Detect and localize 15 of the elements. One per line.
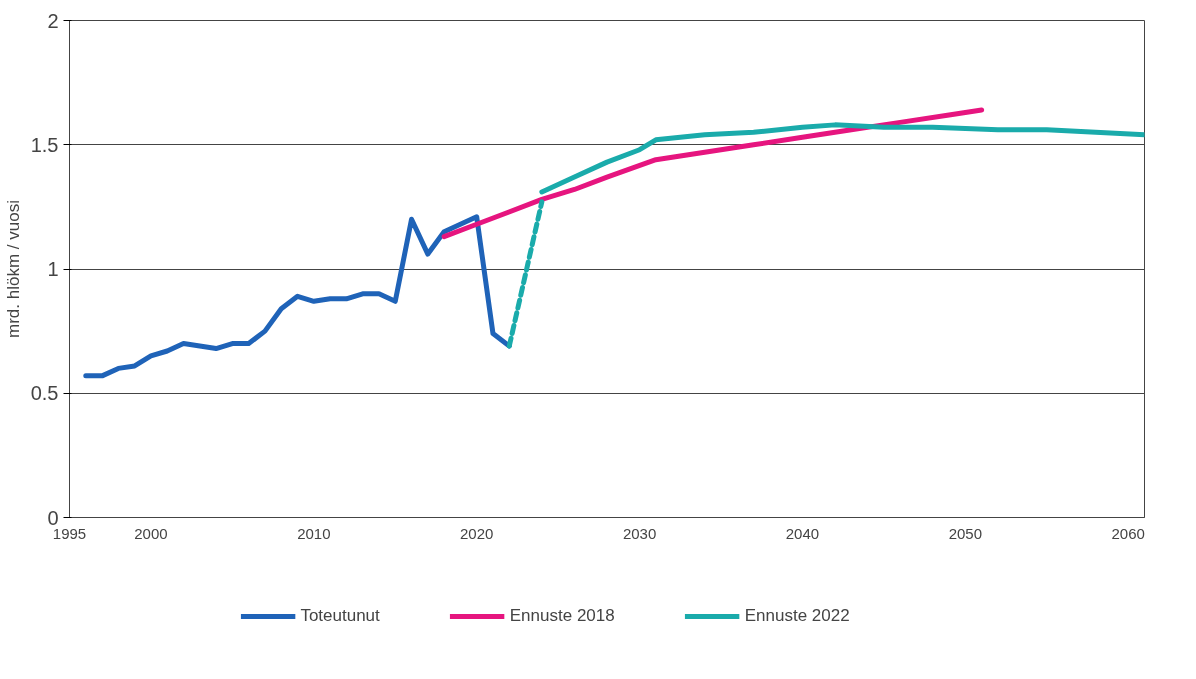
y-tick-label: 0.5 <box>30 382 59 405</box>
x-tick-label: 2030 <box>622 524 657 542</box>
legend-label: Ennuste 2022 <box>744 606 850 626</box>
y-tick-label: 2 <box>47 9 59 32</box>
legend-label: Toteutunut <box>300 606 380 626</box>
x-tick-label: 2040 <box>785 524 820 542</box>
x-tick-label: 2020 <box>460 524 494 542</box>
x-tick-label: 2010 <box>297 524 331 542</box>
y-tick-label: 1 <box>47 258 59 280</box>
y-tick-label: 1.5 <box>30 133 59 156</box>
x-tick-label: 2060 <box>1111 524 1145 542</box>
x-tick-label: 2050 <box>948 524 983 542</box>
legend-label: Ennuste 2018 <box>509 606 615 626</box>
y-axis-title: mrd. hlökm / vuosi <box>3 200 23 338</box>
x-tick-label: 2000 <box>134 524 168 542</box>
